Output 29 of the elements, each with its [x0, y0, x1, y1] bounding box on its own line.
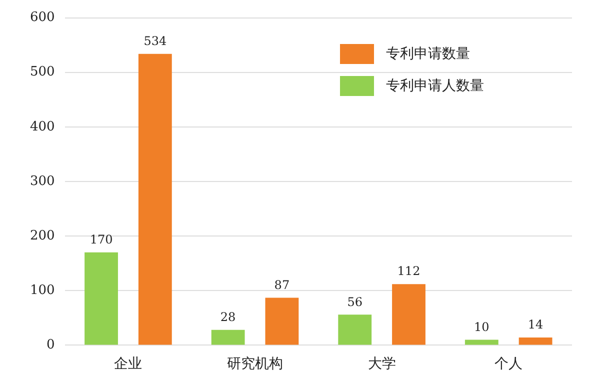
- bar: [338, 314, 372, 345]
- bar: [84, 252, 118, 345]
- data-label: 14: [528, 318, 544, 332]
- y-tick-label: 600: [30, 10, 55, 26]
- x-tick-label: 研究机构: [227, 356, 284, 372]
- legend-label: 专利申请数量: [386, 45, 470, 63]
- y-tick-label: 100: [30, 283, 55, 298]
- data-label: 534: [144, 34, 167, 48]
- y-tick-label: 500: [30, 64, 55, 80]
- legend-label: 专利申请人数量: [386, 77, 484, 95]
- bar: [265, 298, 299, 345]
- bar: [138, 54, 172, 345]
- y-tick-label: 0: [46, 338, 55, 353]
- y-tick-label: 300: [30, 174, 55, 189]
- y-tick-label: 200: [30, 228, 55, 244]
- x-tick-label: 大学: [368, 356, 396, 372]
- data-label: 112: [397, 264, 420, 278]
- data-label: 170: [90, 232, 113, 247]
- bar: [392, 284, 426, 345]
- bar: [518, 338, 552, 345]
- bar: [211, 330, 245, 345]
- bar: [464, 340, 498, 345]
- data-label: 28: [220, 310, 236, 324]
- data-label: 87: [274, 278, 290, 292]
- data-label: 56: [347, 294, 362, 309]
- x-tick-label: 个人: [494, 356, 523, 372]
- y-tick-label: 400: [30, 119, 55, 134]
- x-tick-label: 企业: [114, 356, 142, 372]
- data-label: 10: [474, 320, 490, 334]
